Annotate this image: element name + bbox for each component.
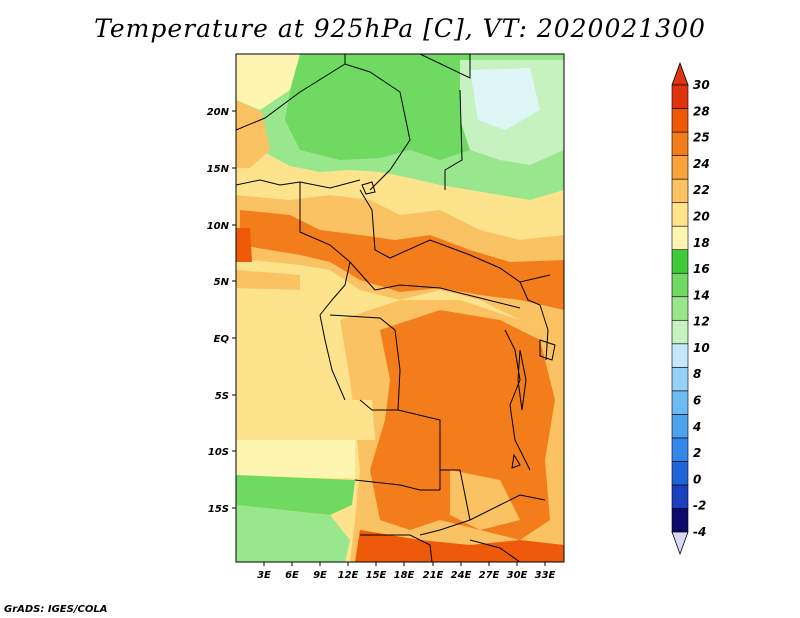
lat-axis xyxy=(232,110,236,509)
colorbar-max-arrow xyxy=(671,61,689,86)
temperature-field xyxy=(236,54,564,562)
lat-label: 15N xyxy=(207,164,230,175)
colorbar-segment xyxy=(671,178,689,203)
colorbar-label: 28 xyxy=(693,104,710,118)
colorbar-label: 10 xyxy=(693,341,710,355)
colorbar-segment xyxy=(671,343,689,368)
lat-label: 10S xyxy=(208,447,229,458)
colorbar-segment xyxy=(671,249,689,274)
colorbar-label: 24 xyxy=(693,157,710,171)
colorbar-segment xyxy=(671,84,689,109)
lon-label: 30E xyxy=(507,570,528,581)
colorbar-segment xyxy=(671,202,689,227)
colorbar-label: 6 xyxy=(693,394,701,408)
colorbar-label: 20 xyxy=(693,210,710,224)
colorbar-label: 0 xyxy=(693,472,701,486)
lat-label: 5S xyxy=(215,391,229,402)
colorbar-segment xyxy=(671,319,689,345)
colorbar-segment xyxy=(671,296,689,321)
lon-label: 12E xyxy=(338,570,359,581)
colorbar-label: 12 xyxy=(693,315,710,329)
colorbar-segment xyxy=(671,461,689,486)
map-title: Temperature at 925hPa [C], VT: 202002130… xyxy=(94,14,706,43)
lat-label: 15S xyxy=(208,504,229,515)
lon-label: 18E xyxy=(394,570,415,581)
colorbar-segment xyxy=(671,437,689,462)
lon-label: 21E xyxy=(423,570,444,581)
colorbar-label: 4 xyxy=(692,420,701,434)
country-borders xyxy=(236,54,551,562)
lon-label: 27E xyxy=(479,570,500,581)
colorbar-segment xyxy=(671,390,689,415)
lon-label: 3E xyxy=(257,570,271,581)
colorbar-segment xyxy=(671,508,689,533)
lon-labels: 3E 6E 9E 12E 15E 18E 21E 24E 27E 30E 33E xyxy=(257,570,555,581)
lon-label: 6E xyxy=(285,570,299,581)
lakes xyxy=(361,181,556,469)
colorbar-label: -4 xyxy=(693,525,706,539)
lat-label: 20N xyxy=(207,107,230,118)
colorbar-segment xyxy=(671,131,689,156)
lat-label: EQ xyxy=(214,334,230,345)
colorbar-label: 16 xyxy=(693,262,710,276)
colorbar-label: 14 xyxy=(693,288,710,302)
lat-label: 10N xyxy=(207,221,230,232)
lat-label: 5N xyxy=(214,277,230,288)
colorbar-label: 30 xyxy=(693,78,710,92)
colorbar-label: 18 xyxy=(693,236,710,250)
lon-label: 24E xyxy=(451,570,472,581)
colorbar-segment xyxy=(671,484,689,509)
lon-label: 9E xyxy=(313,570,327,581)
colorbar-label: -2 xyxy=(693,499,706,513)
colorbar-label: 22 xyxy=(693,183,710,197)
colorbar-label: 8 xyxy=(693,367,701,381)
colorbar-min-arrow xyxy=(671,531,689,556)
lat-labels: 20N 15N 10N 5N EQ 5S 10S 15S xyxy=(207,107,230,515)
lon-label: 15E xyxy=(366,570,387,581)
plot-frame xyxy=(235,53,565,563)
credit-label: GrADS: IGES/COLA xyxy=(4,604,108,615)
colorbar-segment xyxy=(671,414,689,439)
colorbar-segment xyxy=(671,272,689,298)
colorbar-label: 2 xyxy=(693,446,701,460)
colorbar-segment xyxy=(671,155,689,180)
colorbar-label: 25 xyxy=(693,131,710,145)
colorbar-segment xyxy=(671,108,689,133)
colorbar-segment xyxy=(671,225,689,250)
lon-axis xyxy=(263,562,546,566)
lon-label: 33E xyxy=(535,570,556,581)
colorbar-segment xyxy=(671,367,689,392)
